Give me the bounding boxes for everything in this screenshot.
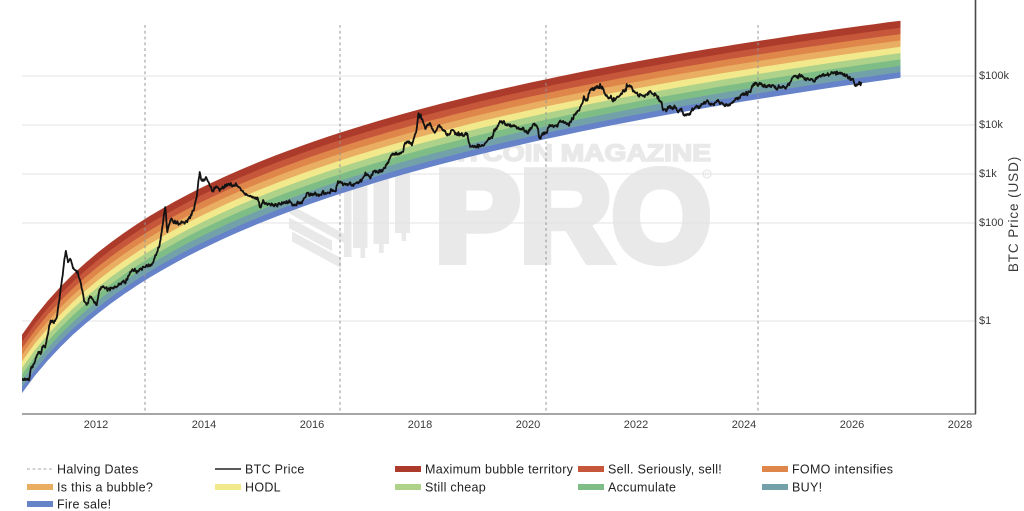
svg-text:BTC Price: BTC Price [245,463,305,477]
svg-text:2024: 2024 [732,419,756,431]
svg-text:Maximum bubble territory: Maximum bubble territory [425,463,574,477]
svg-text:Is this a bubble?: Is this a bubble? [57,481,153,495]
svg-text:PRO: PRO [435,145,711,289]
svg-text:Halving Dates: Halving Dates [57,463,139,477]
svg-text:FOMO intensifies: FOMO intensifies [792,463,893,477]
svg-text:BUY!: BUY! [792,481,822,495]
svg-text:2018: 2018 [408,419,432,431]
svg-text:BTC Price (USD): BTC Price (USD) [1006,156,1021,272]
svg-text:2022: 2022 [624,419,648,431]
svg-text:2016: 2016 [300,419,324,431]
svg-text:$10k: $10k [979,119,1003,131]
svg-text:Accumulate: Accumulate [608,481,676,495]
svg-text:$100k: $100k [979,70,1009,82]
svg-text:2026: 2026 [840,419,864,431]
svg-text:$1k: $1k [979,168,997,180]
svg-text:$1: $1 [979,315,991,327]
svg-text:$100: $100 [979,217,1003,229]
svg-text:2020: 2020 [516,419,540,431]
svg-text:2012: 2012 [84,419,108,431]
svg-text:2014: 2014 [192,419,216,431]
svg-text:Sell. Seriously, sell!: Sell. Seriously, sell! [608,463,722,477]
svg-text:2028: 2028 [948,419,972,431]
svg-text:Still cheap: Still cheap [425,481,486,495]
svg-text:Fire sale!: Fire sale! [57,498,111,511]
svg-text:R: R [705,172,710,179]
svg-text:HODL: HODL [245,481,281,495]
